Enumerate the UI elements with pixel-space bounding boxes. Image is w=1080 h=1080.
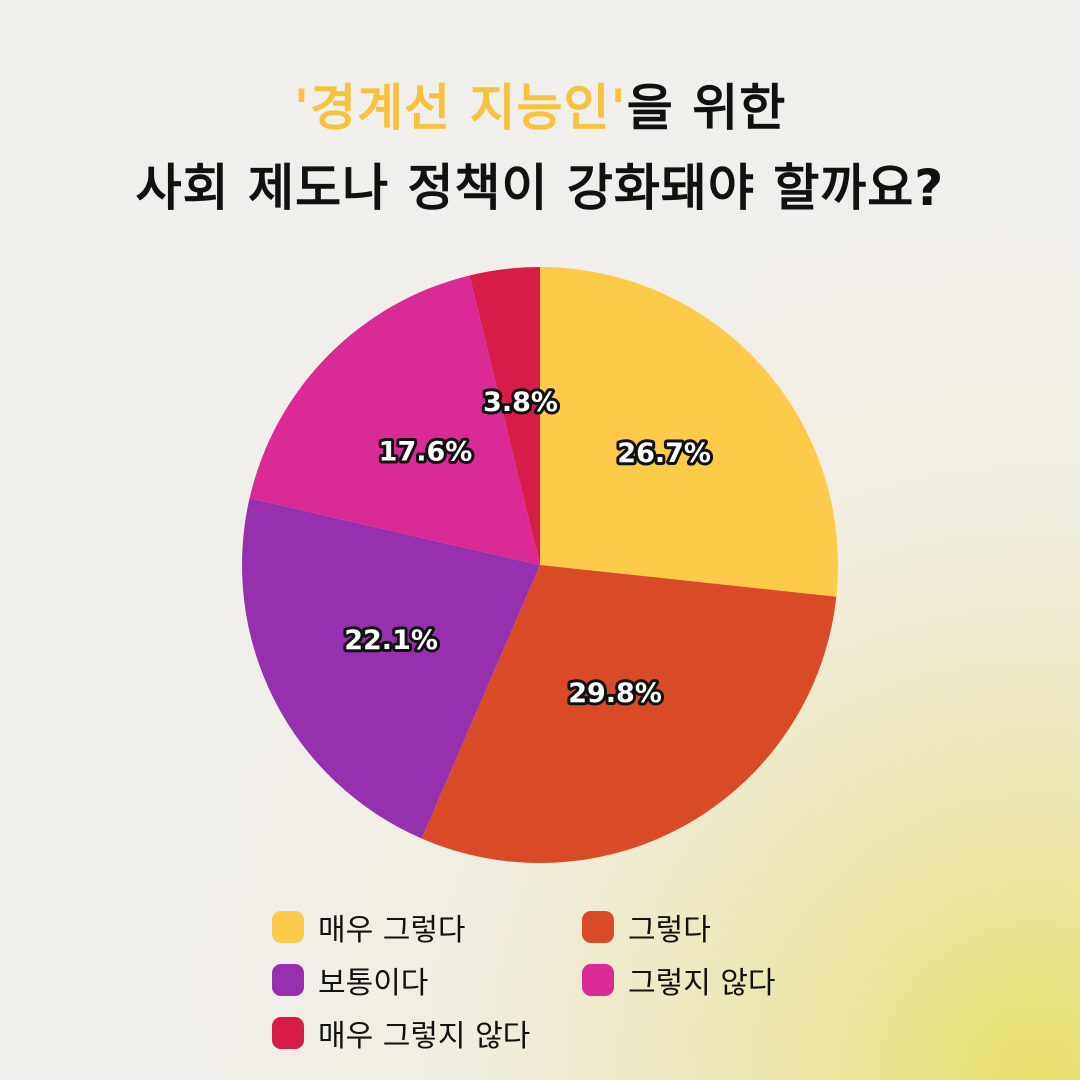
legend-item-neutral: 보통이다 xyxy=(272,958,428,1002)
data-label-agree: 29.8% xyxy=(568,678,662,709)
legend-item-disagree: 그렇지 않다 xyxy=(582,958,776,1002)
legend-label: 그렇지 않다 xyxy=(628,966,776,1001)
data-label-disagree: 17.6% xyxy=(379,436,473,467)
data-label-very-agree: 26.7% xyxy=(617,438,711,469)
title-highlight: '경계선 지능인' xyxy=(293,79,627,137)
legend-swatch xyxy=(272,1017,304,1049)
chart-title-line1: '경계선 지능인'을 위한 xyxy=(0,68,1080,140)
pie-slice-agree xyxy=(421,565,837,864)
legend-swatch xyxy=(582,911,614,943)
pie-slice-disagree xyxy=(249,275,540,565)
legend-item-very-disagree: 매우 그렇지 않다 xyxy=(272,1011,530,1055)
legend-item-very-agree: 매우 그렇다 xyxy=(272,905,466,949)
legend-label: 그렇다 xyxy=(628,913,711,948)
data-label-very-disagree: 3.8% xyxy=(483,387,558,418)
pie-slice-neutral xyxy=(242,498,540,839)
legend-swatch xyxy=(272,911,304,943)
legend-label: 매우 그렇지 않다 xyxy=(318,1019,531,1054)
legend-swatch xyxy=(272,964,304,996)
legend-label: 매우 그렇다 xyxy=(318,913,466,948)
pie-slice-very-agree xyxy=(540,267,838,597)
title-rest: 을 위한 xyxy=(626,79,787,137)
data-label-neutral: 22.1% xyxy=(344,625,438,656)
chart-title-line2: 사회 제도나 정책이 강화돼야 할까요? xyxy=(135,159,945,217)
pie-slice-very-disagree xyxy=(469,267,540,565)
legend-item-agree: 그렇다 xyxy=(582,905,711,949)
legend-label: 보통이다 xyxy=(318,966,429,1001)
legend-swatch xyxy=(582,964,614,996)
